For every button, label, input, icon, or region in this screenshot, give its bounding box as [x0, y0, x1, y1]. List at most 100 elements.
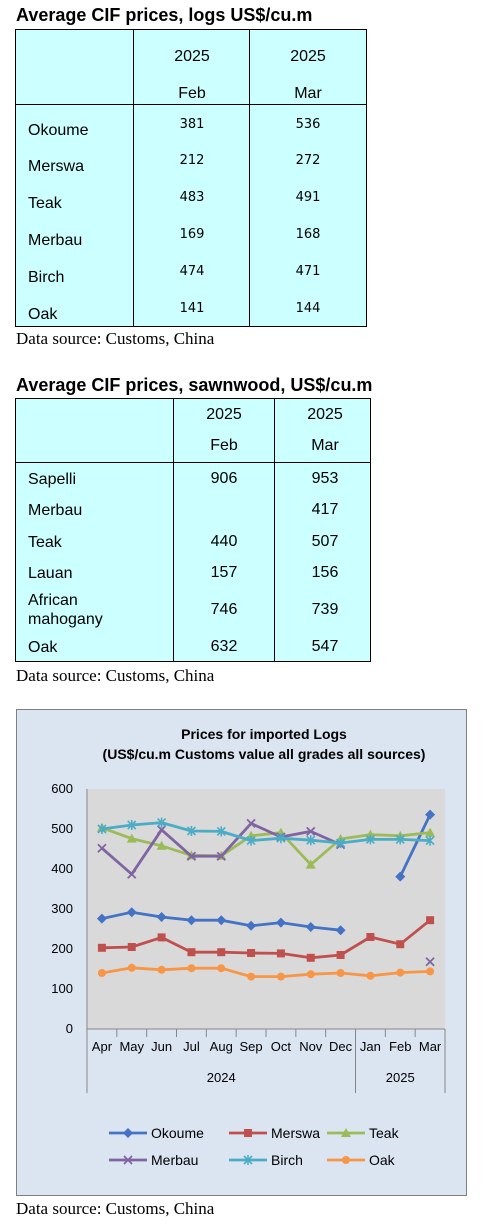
data-point-birch — [186, 826, 196, 836]
data-point-birch — [97, 824, 107, 834]
x-tick-label: Oct — [271, 1039, 292, 1054]
species-label: Sapelli — [28, 471, 77, 488]
price-cell: 547 — [311, 638, 339, 655]
year-group-label: 2024 — [207, 1070, 236, 1085]
x-tick-label: Dec — [329, 1039, 353, 1054]
price-cell: 381 — [179, 117, 205, 132]
data-point-okoume — [246, 920, 257, 931]
data-point-merswa — [336, 951, 345, 959]
data-point-merswa — [247, 949, 256, 957]
data-point-oak — [306, 970, 315, 979]
species-label: Oak — [28, 306, 58, 323]
data-point-okoume — [96, 913, 107, 924]
data-point-merswa — [187, 948, 196, 957]
data-point-oak — [336, 969, 345, 977]
data-point-merbau — [156, 825, 167, 835]
data-point-merswa — [97, 943, 106, 952]
year-group-label: 2025 — [386, 1070, 415, 1085]
table-divider — [16, 462, 370, 463]
data-point-birch — [425, 835, 435, 846]
legend-label-teak: Teak — [369, 1125, 400, 1141]
data-point-oak — [396, 968, 405, 977]
x-tick-label: May — [119, 1039, 144, 1054]
price-cell: 507 — [311, 533, 339, 550]
legend-marker-merbau — [123, 1155, 133, 1165]
data-point-birch — [306, 835, 316, 846]
data-point-merbau — [246, 818, 256, 829]
data-point-oak — [247, 972, 256, 981]
data-point-oak — [366, 971, 375, 980]
price-cell: 953 — [311, 470, 339, 487]
month-header-feb: Feb — [210, 437, 238, 454]
x-tick-label: Aug — [210, 1039, 233, 1054]
species-label: Lauan — [28, 565, 73, 582]
y-tick-label: 200 — [51, 941, 73, 956]
data-point-merswa — [396, 940, 405, 949]
data-point-merswa — [127, 943, 136, 951]
price-cell: 483 — [179, 190, 205, 205]
data-point-merbau — [306, 826, 316, 837]
data-point-okoume — [305, 922, 316, 932]
chart-title: Prices for imported Logs — [181, 726, 347, 742]
species-label: Birch — [28, 269, 65, 286]
data-point-merbau — [425, 957, 435, 967]
data-point-okoume — [156, 912, 167, 922]
series-line-birch — [101, 821, 431, 845]
logs-table-source: Data source: Customs, China — [16, 329, 215, 348]
data-point-oak — [276, 972, 285, 981]
price-cell: 156 — [311, 564, 339, 581]
legend-label-okoume: Okoume — [151, 1125, 204, 1141]
x-tick-label: Apr — [92, 1039, 113, 1054]
legend-label-oak: Oak — [369, 1152, 396, 1168]
series-line-teak — [101, 826, 431, 867]
month-header-mar: Mar — [294, 85, 322, 102]
species-label: African mahogany — [28, 592, 103, 628]
x-tick-label: Sep — [240, 1039, 263, 1054]
legend-label-merbau: Merbau — [151, 1152, 198, 1168]
legend-marker-okoume — [123, 1128, 133, 1138]
data-point-birch — [395, 834, 405, 845]
data-point-teak — [126, 833, 137, 843]
species-label: Merbau — [28, 502, 83, 519]
x-tick-label: Nov — [299, 1039, 323, 1054]
data-point-merbau — [127, 869, 137, 879]
logs-price-table: 2025 2025 Feb Mar Okoume 381 536 Merswa … — [15, 29, 367, 327]
price-cell: 474 — [179, 264, 205, 279]
year-header-feb: 2025 — [174, 48, 210, 65]
price-cell: 169 — [179, 227, 205, 242]
data-point-merswa — [306, 953, 315, 962]
table-divider — [274, 399, 275, 661]
data-point-merswa — [157, 933, 166, 942]
chart-subtitle: (US$/cu.m Customs value all grades all s… — [103, 746, 426, 762]
data-point-merbau — [216, 851, 226, 861]
y-tick-label: 100 — [51, 981, 73, 996]
price-cell: 491 — [295, 190, 321, 205]
price-cell: 746 — [210, 601, 238, 618]
species-label: Oak — [28, 639, 58, 656]
species-label: Teak — [28, 534, 62, 551]
legend-marker-oak — [342, 1156, 350, 1164]
species-label: Teak — [28, 195, 62, 212]
species-label: Merbau — [28, 232, 83, 249]
data-point-teak — [425, 827, 436, 837]
data-point-okoume — [395, 871, 406, 882]
price-cell: 906 — [210, 470, 238, 487]
data-point-okoume — [335, 925, 346, 936]
price-cell: 157 — [210, 564, 238, 581]
logs-table-title: Average CIF prices, logs US$/cu.m — [16, 5, 313, 25]
data-point-merbau — [97, 843, 107, 853]
chart-canvas: Prices for imported Logs (US$/cu.m Custo… — [51, 726, 446, 1168]
price-cell: 144 — [295, 301, 321, 316]
price-cell: 141 — [179, 301, 205, 316]
price-cell: 632 — [210, 638, 238, 655]
year-header-mar: 2025 — [290, 48, 326, 65]
data-point-birch — [127, 820, 137, 830]
data-point-okoume — [216, 915, 227, 926]
price-cell: 536 — [295, 117, 321, 132]
data-point-birch — [157, 817, 167, 828]
data-point-oak — [97, 969, 106, 977]
sawnwood-price-table: 2025 2025 Feb Mar Sapelli 906 953 Merbau… — [15, 398, 371, 662]
price-cell: 168 — [295, 227, 321, 242]
x-tick-label: Mar — [419, 1039, 442, 1054]
y-tick-label: 300 — [51, 901, 73, 916]
